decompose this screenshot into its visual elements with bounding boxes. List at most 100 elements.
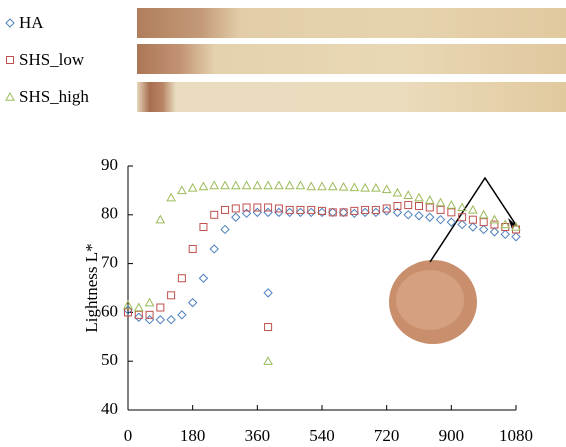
color-strip xyxy=(137,44,566,74)
marker-square xyxy=(199,223,208,231)
marker-square xyxy=(425,203,434,212)
marker-triangle xyxy=(392,187,403,197)
legend-label: HA xyxy=(19,13,44,32)
marker-diamond xyxy=(263,207,273,218)
marker-diamond xyxy=(144,315,155,325)
marker-square xyxy=(145,310,154,319)
x-tick-label: 1080 xyxy=(499,426,533,445)
marker-diamond xyxy=(5,18,15,28)
marker-diamond xyxy=(252,207,263,218)
marker-diamond xyxy=(263,288,273,298)
marker-square xyxy=(231,204,240,213)
marker-triangle xyxy=(187,182,198,192)
marker-square xyxy=(339,208,348,217)
marker-diamond xyxy=(457,219,467,230)
marker-square xyxy=(221,205,229,214)
marker-triangle xyxy=(338,181,349,191)
marker-triangle xyxy=(457,202,467,212)
y-tick-label: 50 xyxy=(101,350,118,369)
marker-triangle xyxy=(274,180,284,190)
x-tick-label: 180 xyxy=(180,426,206,445)
marker-diamond xyxy=(220,224,230,235)
x-tick-label: 720 xyxy=(374,426,400,445)
marker-triangle xyxy=(220,180,230,190)
color-strip xyxy=(137,82,566,112)
marker-square xyxy=(296,205,305,214)
marker-triangle xyxy=(263,356,273,365)
color-strip xyxy=(137,8,566,38)
sample-photo-detail xyxy=(396,270,464,330)
y-tick-label: 80 xyxy=(101,204,118,223)
marker-triangle xyxy=(478,209,489,219)
marker-diamond xyxy=(187,297,198,308)
marker-square xyxy=(479,218,488,227)
marker-triangle xyxy=(468,204,478,214)
marker-diamond xyxy=(338,207,349,218)
marker-diamond xyxy=(425,212,435,222)
marker-triangle xyxy=(166,192,176,202)
marker-diamond xyxy=(198,273,209,283)
marker-triangle xyxy=(144,297,155,307)
x-tick-label: 540 xyxy=(309,426,335,445)
marker-diamond xyxy=(177,310,187,320)
marker-triangle xyxy=(317,181,327,191)
marker-square xyxy=(124,308,132,317)
y-tick-label: 40 xyxy=(101,399,118,418)
marker-diamond xyxy=(155,315,166,325)
marker-square xyxy=(371,205,380,214)
y-tick-label: 70 xyxy=(101,253,118,272)
marker-square xyxy=(188,244,197,253)
marker-triangle xyxy=(381,184,392,194)
marker-triangle xyxy=(177,185,187,195)
marker-triangle xyxy=(349,182,360,192)
marker-square xyxy=(318,206,326,215)
legend-label: SHS_high xyxy=(19,87,89,106)
marker-triangle xyxy=(327,181,338,191)
marker-square xyxy=(264,203,273,212)
marker-triangle xyxy=(5,91,15,101)
marker-diamond xyxy=(468,222,478,232)
marker-diamond xyxy=(295,207,306,218)
marker-square xyxy=(382,204,391,213)
marker-diamond xyxy=(381,206,392,216)
marker-triangle xyxy=(263,180,273,190)
marker-square xyxy=(458,213,467,222)
marker-square xyxy=(285,205,294,214)
legend-label: SHS_low xyxy=(19,50,85,69)
marker-triangle xyxy=(133,302,144,312)
marker-diamond xyxy=(241,208,252,219)
x-tick-label: 0 xyxy=(124,426,133,445)
marker-square xyxy=(167,291,176,300)
marker-square xyxy=(253,203,262,212)
marker-triangle xyxy=(155,214,166,224)
marker-diamond xyxy=(134,312,144,322)
marker-diamond xyxy=(371,207,381,218)
marker-square xyxy=(274,204,283,213)
marker-square xyxy=(361,205,370,214)
y-axis-label: Lightness L* xyxy=(82,243,101,332)
marker-square xyxy=(468,215,477,224)
marker-triangle xyxy=(241,180,252,190)
marker-diamond xyxy=(274,207,284,218)
marker-diamond xyxy=(392,207,403,218)
marker-square xyxy=(350,206,359,215)
marker-diamond xyxy=(306,207,316,218)
marker-diamond xyxy=(414,211,424,221)
marker-triangle xyxy=(489,214,500,224)
marker-diamond xyxy=(166,315,176,325)
marker-diamond xyxy=(360,207,370,218)
marker-triangle xyxy=(446,200,457,209)
marker-triangle xyxy=(435,197,446,207)
marker-triangle xyxy=(414,192,424,202)
marker-square xyxy=(242,203,251,212)
marker-diamond xyxy=(349,208,360,219)
marker-square xyxy=(404,201,413,210)
marker-diamond xyxy=(489,227,500,237)
marker-triangle xyxy=(209,180,220,190)
marker-square xyxy=(447,208,456,217)
marker-diamond xyxy=(500,229,510,240)
marker-square xyxy=(415,202,423,211)
marker-diamond xyxy=(317,207,327,218)
